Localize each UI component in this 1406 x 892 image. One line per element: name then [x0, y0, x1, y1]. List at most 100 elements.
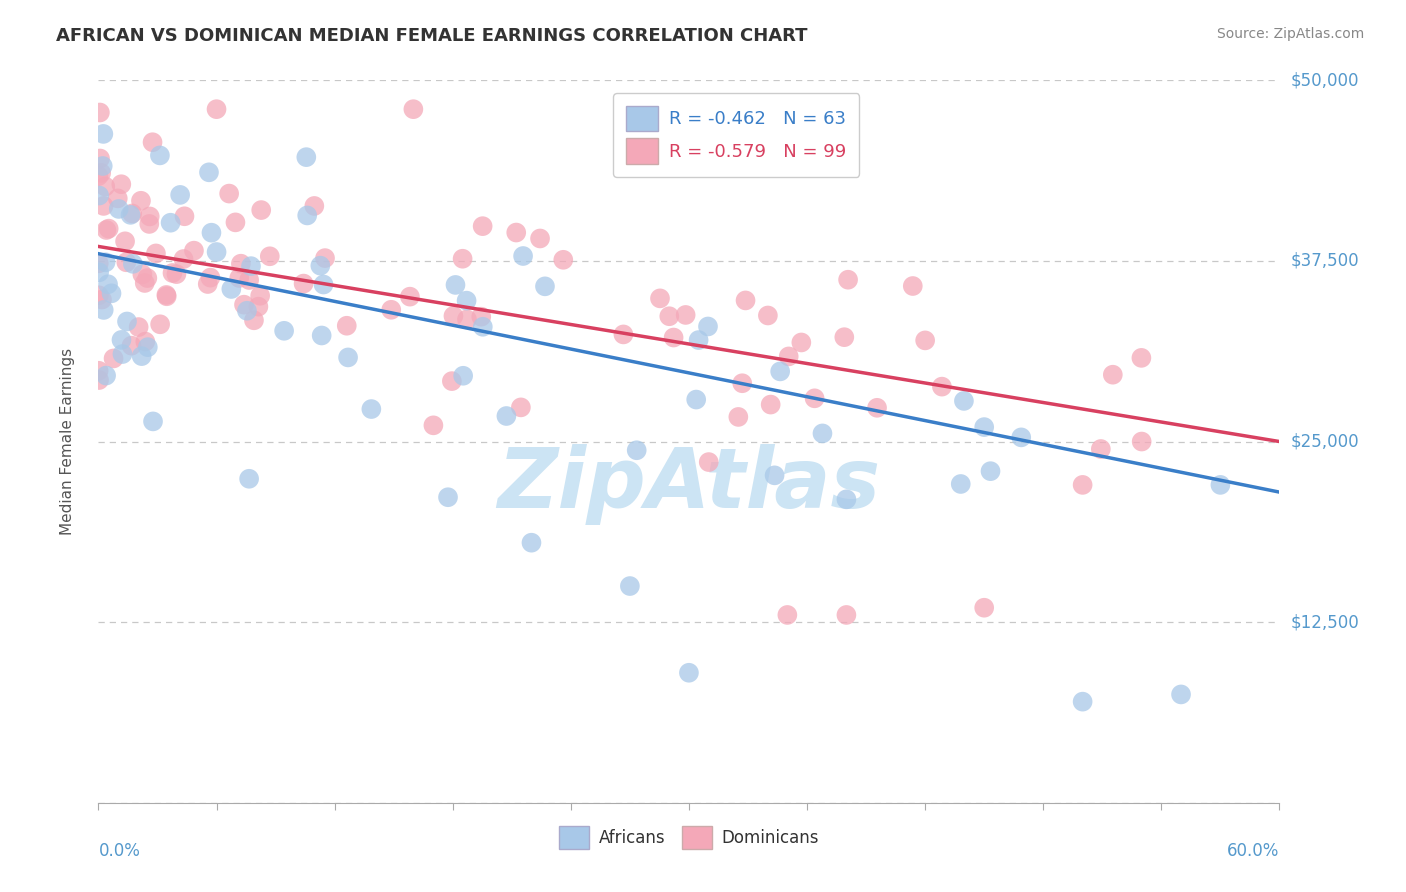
Point — [835, 492, 858, 507]
Point — [165, 267, 187, 281]
Point — [205, 245, 228, 260]
Point — [619, 579, 641, 593]
Point — [1090, 442, 1112, 456]
Point — [131, 349, 153, 363]
Point — [778, 350, 800, 364]
Legend: Africans, Dominicans: Africans, Dominicans — [553, 819, 825, 856]
Point — [97, 277, 120, 292]
Point — [96, 223, 118, 237]
Point — [94, 255, 117, 269]
Text: ZipAtlas: ZipAtlas — [498, 444, 880, 525]
Point — [437, 490, 460, 504]
Point — [169, 188, 191, 202]
Point — [87, 169, 110, 183]
Point — [769, 364, 792, 378]
Point — [456, 293, 478, 308]
Point — [159, 216, 181, 230]
Point — [224, 215, 246, 229]
Point — [309, 259, 332, 273]
Point — [803, 392, 825, 406]
Point — [233, 298, 256, 312]
Text: AFRICAN VS DOMINICAN MEDIAN FEMALE EARNINGS CORRELATION CHART: AFRICAN VS DOMINICAN MEDIAN FEMALE EARNI… — [56, 27, 807, 45]
Point — [973, 420, 995, 434]
Point — [94, 179, 117, 194]
Point — [198, 165, 221, 179]
Point — [229, 257, 252, 271]
Point — [470, 310, 492, 324]
Point — [790, 335, 813, 350]
Point — [93, 127, 115, 141]
Point — [1101, 368, 1123, 382]
Point — [763, 468, 786, 483]
Point — [626, 443, 648, 458]
Point — [93, 302, 115, 317]
Point — [114, 235, 136, 249]
Text: 0.0%: 0.0% — [98, 842, 141, 860]
Point — [107, 191, 129, 205]
Point — [444, 277, 467, 292]
Point — [440, 374, 463, 388]
Point — [111, 347, 134, 361]
Point — [520, 535, 543, 549]
Point — [662, 330, 685, 344]
Point — [811, 426, 834, 441]
Point — [91, 159, 114, 173]
Point — [115, 314, 138, 328]
Point — [94, 368, 117, 383]
Point — [87, 256, 110, 270]
Point — [259, 249, 281, 263]
Point — [138, 217, 160, 231]
Point — [93, 199, 115, 213]
Point — [240, 259, 263, 273]
Point — [422, 418, 444, 433]
Point — [949, 477, 972, 491]
Point — [145, 246, 167, 260]
Point — [658, 310, 681, 324]
Point — [360, 402, 382, 417]
Point — [273, 324, 295, 338]
Y-axis label: Median Female Earnings: Median Female Earnings — [60, 348, 75, 535]
Point — [336, 318, 359, 333]
Point — [688, 333, 710, 347]
Point — [304, 199, 326, 213]
Point — [155, 288, 177, 302]
Point — [138, 210, 160, 224]
Point — [495, 409, 517, 423]
Point — [509, 401, 531, 415]
Point — [756, 309, 779, 323]
Point — [866, 401, 889, 415]
Point — [173, 252, 195, 266]
Point — [162, 266, 184, 280]
Point — [249, 289, 271, 303]
Point — [697, 455, 720, 469]
Point — [228, 271, 250, 285]
Point — [471, 319, 494, 334]
Point — [512, 249, 534, 263]
Text: 60.0%: 60.0% — [1227, 842, 1279, 860]
Point — [200, 226, 222, 240]
Point — [979, 464, 1001, 478]
Point — [156, 289, 179, 303]
Point — [141, 135, 163, 149]
Point — [149, 148, 172, 162]
Point — [200, 270, 222, 285]
Point — [136, 271, 159, 285]
Point — [759, 398, 782, 412]
Point — [451, 368, 474, 383]
Point — [295, 209, 318, 223]
Point — [953, 393, 976, 408]
Point — [973, 600, 995, 615]
Point — [776, 607, 799, 622]
Text: $37,500: $37,500 — [1291, 252, 1360, 270]
Point — [87, 288, 110, 302]
Point — [337, 351, 360, 365]
Point — [100, 286, 122, 301]
Point — [129, 194, 152, 208]
Point — [441, 309, 464, 323]
Text: $50,000: $50,000 — [1291, 71, 1360, 89]
Point — [238, 273, 260, 287]
Point — [727, 409, 749, 424]
Point — [1130, 351, 1153, 365]
Point — [110, 333, 132, 347]
Point — [173, 209, 195, 223]
